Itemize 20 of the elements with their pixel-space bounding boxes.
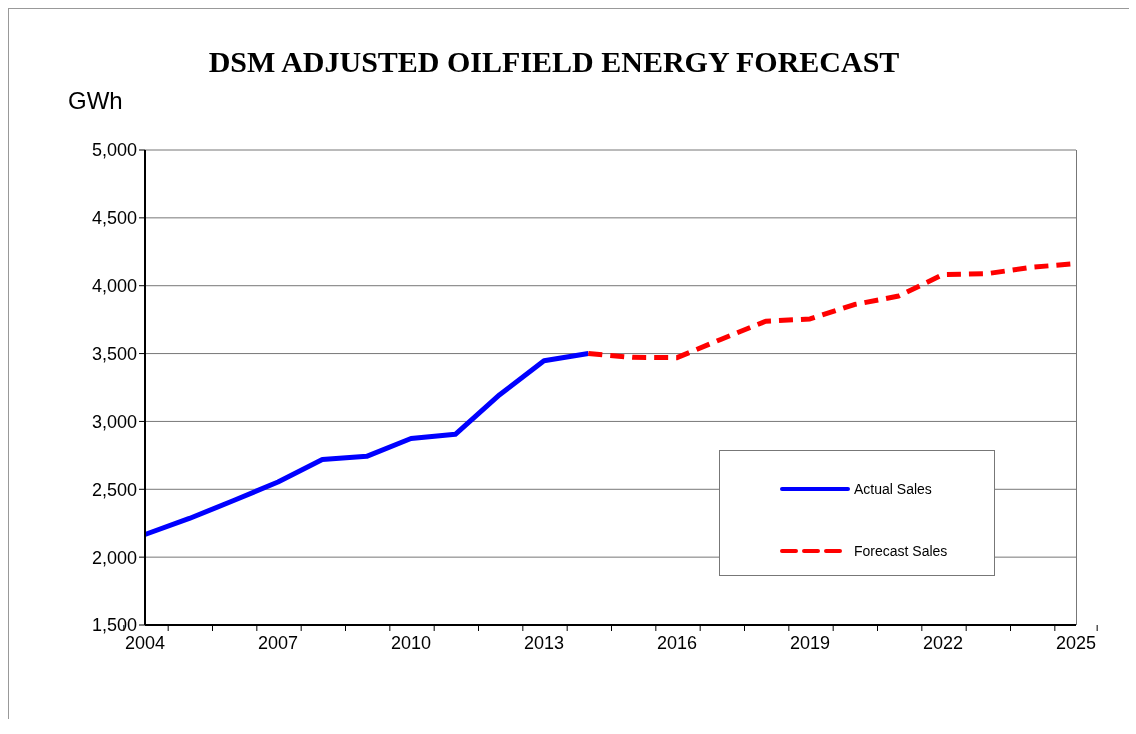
y-tick-label: 5,000 <box>91 140 137 161</box>
legend-label: Actual Sales <box>854 481 932 497</box>
x-tick-label: 2007 <box>257 633 299 653</box>
y-tick-label: 2,500 <box>91 479 137 500</box>
x-tick-label: 2016 <box>656 633 698 653</box>
x-tick-label: 2004 <box>124 633 166 653</box>
x-tick-label: 2010 <box>390 633 432 653</box>
x-tick-label: 2025 <box>1055 633 1097 653</box>
y-tick-label: 3,500 <box>91 343 137 364</box>
chart-title: DSM ADJUSTED OILFIELD ENERGY FORECAST <box>207 45 901 79</box>
y-tick-label: 2,000 <box>91 547 137 568</box>
x-tick-label: 2019 <box>789 633 831 653</box>
y-tick-label: 3,000 <box>91 411 137 432</box>
y-tick-label: 1,500 <box>91 615 137 636</box>
y-tick-label: 4,000 <box>91 276 137 297</box>
y-axis-title: GWh <box>68 87 123 115</box>
y-tick-label: 4,500 <box>91 208 137 229</box>
legend-label: Forecast Sales <box>854 543 948 559</box>
x-tick-label: 2013 <box>523 633 565 653</box>
x-tick-label: 2022 <box>922 633 964 653</box>
